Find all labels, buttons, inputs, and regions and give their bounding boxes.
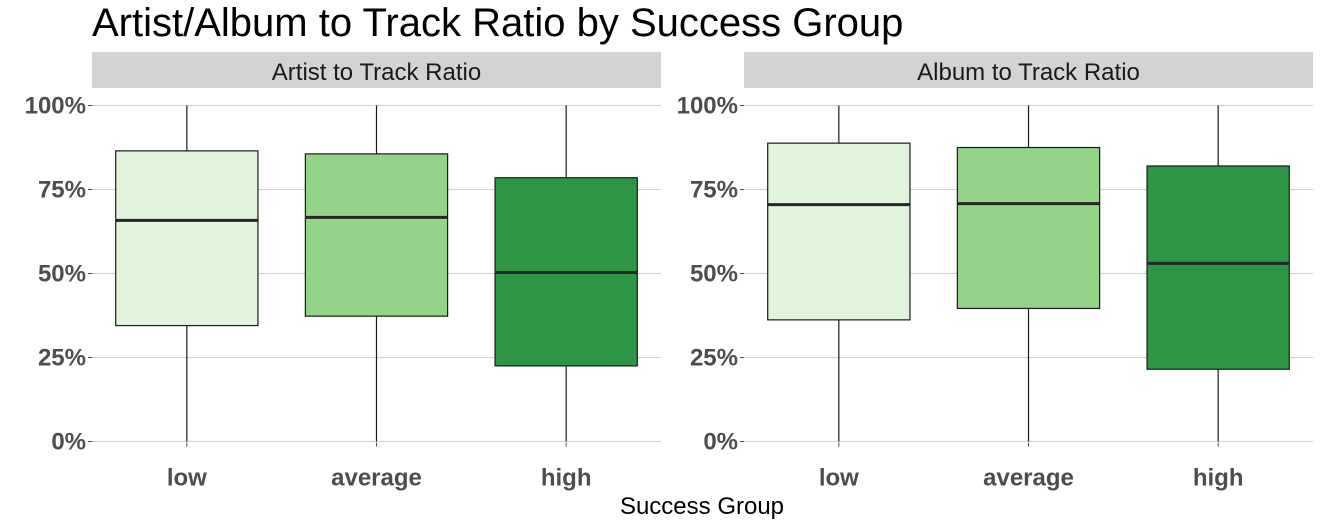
y-tick-label: 75% <box>690 177 738 204</box>
box-low: low <box>115 105 259 492</box>
box-body <box>304 153 449 317</box>
strip-background <box>92 52 661 88</box>
box-average: average <box>304 105 449 492</box>
x-axis-title: Success Group <box>620 493 784 520</box>
y-tick-label: 0% <box>51 429 86 456</box>
y-tick-label: 25% <box>690 345 738 372</box>
y-tick-label: 75% <box>38 177 86 204</box>
x-tick-label: low <box>819 465 859 492</box>
facet-panels: Artist to Track Ratio 0% 25% 50% 75% 100% low a… <box>25 52 1313 492</box>
y-tick-label: 0% <box>703 429 738 456</box>
strip-label: Artist to Track Ratio <box>272 59 481 86</box>
box-body <box>115 150 259 327</box>
box-high: high <box>1146 105 1290 492</box>
x-tick-label: average <box>983 465 1074 492</box>
box-body <box>767 142 911 321</box>
x-tick-label: average <box>331 465 422 492</box>
x-tick-label: high <box>1193 465 1244 492</box>
y-tick-label: 100% <box>25 93 86 120</box>
y-tick-label: 50% <box>38 261 86 288</box>
box-body <box>956 146 1101 310</box>
x-tick-label: high <box>541 465 592 492</box>
facet-panel-2: Album to Track Ratio 0% 25% 50% 75% 100% low av… <box>677 52 1313 492</box>
facet-panel-1: Artist to Track Ratio 0% 25% 50% 75% 100% low a… <box>25 52 661 492</box>
x-tick-label: low <box>167 465 207 492</box>
y-tick-label: 50% <box>690 261 738 288</box>
chart-title: Artist/Album to Track Ratio by Success G… <box>92 1 903 45</box>
box-high: high <box>494 105 638 492</box>
box-low: low <box>767 105 911 492</box>
box-body <box>1146 165 1290 370</box>
strip-label: Album to Track Ratio <box>917 59 1140 86</box>
y-tick-label: 25% <box>38 345 86 372</box>
y-tick-label: 100% <box>677 93 738 120</box>
box-average: average <box>956 105 1101 492</box>
strip-background <box>744 52 1313 88</box>
